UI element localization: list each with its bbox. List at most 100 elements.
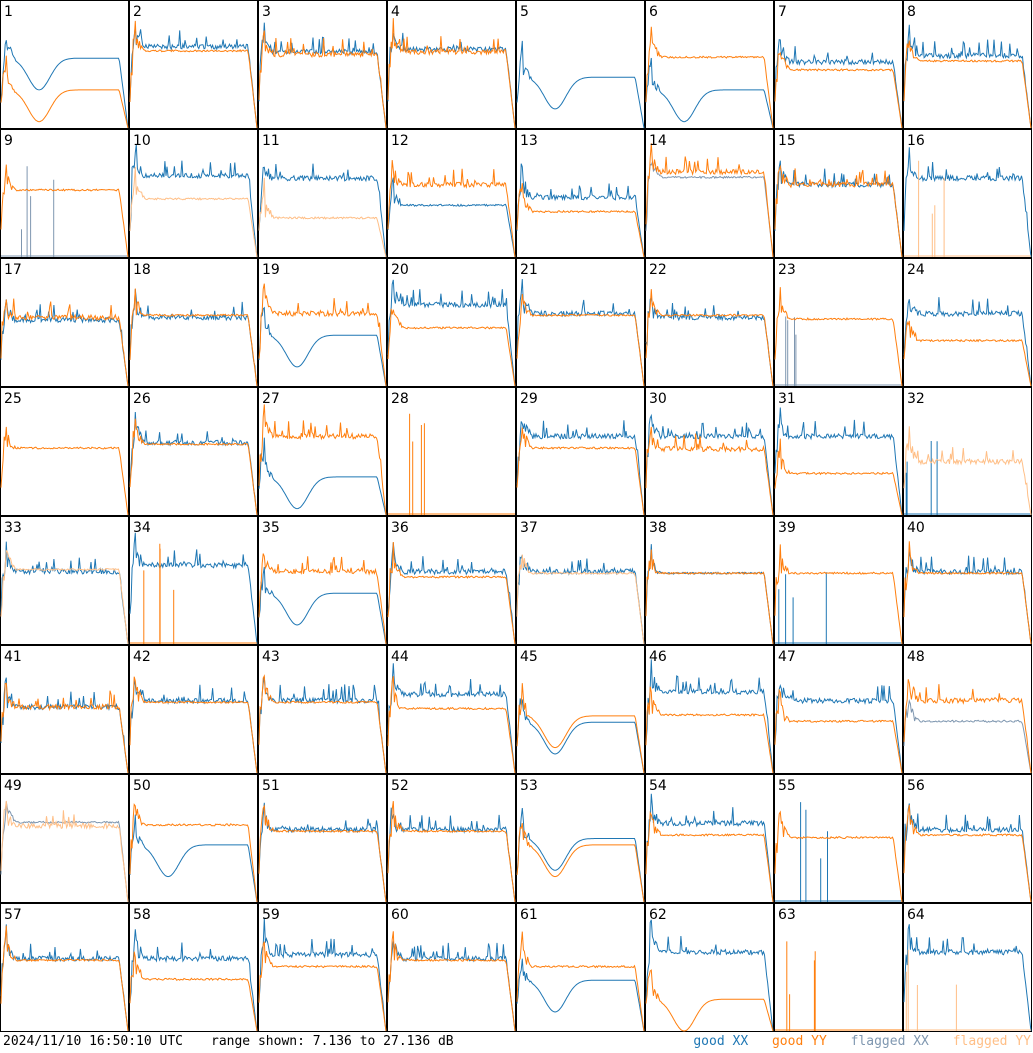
panel-frame	[645, 129, 774, 258]
antenna-panel-10: 10	[129, 129, 258, 258]
antenna-panel-30: 30	[645, 387, 774, 516]
antenna-panel-55: 55	[774, 774, 903, 903]
series-xx-26	[129, 411, 258, 516]
panel-frame	[129, 774, 258, 903]
panel-frame	[0, 387, 129, 516]
antenna-label: 24	[907, 262, 925, 278]
antenna-label: 34	[133, 520, 151, 536]
panel-frame	[903, 258, 1032, 387]
antenna-label: 14	[649, 133, 667, 149]
series-xx-30	[645, 413, 774, 516]
series-yy-34	[130, 543, 257, 644]
antenna-panel-22: 22	[645, 258, 774, 387]
series-xx-12	[387, 177, 516, 258]
panel-frame	[645, 258, 774, 387]
series-yy-22	[645, 289, 774, 387]
antenna-label: 63	[778, 907, 796, 923]
series-xx-29	[516, 420, 645, 516]
series-xx-43	[258, 676, 387, 774]
panel-frame	[645, 774, 774, 903]
antenna-panel-20: 20	[387, 258, 516, 387]
series-yy-24	[903, 320, 1032, 387]
antenna-panel-35: 35	[258, 516, 387, 645]
antenna-panel-8: 8	[903, 0, 1032, 129]
panel-frame	[774, 0, 903, 129]
antenna-panel-29: 29	[516, 387, 645, 516]
antenna-label: 43	[262, 649, 280, 665]
antenna-label: 41	[4, 649, 22, 665]
antenna-label: 13	[520, 133, 538, 149]
antenna-panel-42: 42	[129, 645, 258, 774]
antenna-panel-38: 38	[645, 516, 774, 645]
series-xx-10	[129, 144, 258, 258]
antenna-panel-43: 43	[258, 645, 387, 774]
antenna-label: 4	[391, 4, 400, 20]
panel-frame	[387, 774, 516, 903]
legend: good XX good YY flagged XX flagged YY	[677, 1034, 1031, 1049]
antenna-label: 40	[907, 520, 925, 536]
antenna-label: 2	[133, 4, 142, 20]
series-xx-52	[387, 807, 516, 903]
series-yy-9	[0, 164, 129, 258]
series-xx-32	[904, 441, 1031, 515]
series-yy-10	[129, 166, 258, 258]
antenna-panel-59: 59	[258, 903, 387, 1032]
panel-frame	[387, 258, 516, 387]
series-yy-58	[129, 951, 258, 1032]
panel-frame	[0, 774, 129, 903]
antenna-label: 57	[4, 907, 22, 923]
panel-frame	[903, 129, 1032, 258]
antenna-panel-49: 49	[0, 774, 129, 903]
antenna-label: 16	[907, 133, 925, 149]
series-xx-62	[645, 919, 774, 1032]
antenna-panel-12: 12	[387, 129, 516, 258]
series-xx-19	[258, 306, 387, 387]
antenna-label: 32	[907, 391, 925, 407]
series-yy-38	[645, 549, 774, 645]
antenna-label: 29	[520, 391, 538, 407]
antenna-panel-62: 62	[645, 903, 774, 1032]
series-xx-31	[774, 407, 903, 516]
series-yy-32	[903, 426, 1032, 516]
series-xx-8	[903, 24, 1032, 129]
legend-good-xx: good XX	[693, 1034, 749, 1049]
panel-frame	[774, 516, 903, 645]
antenna-label: 59	[262, 907, 280, 923]
antenna-panel-46: 46	[645, 645, 774, 774]
series-yy-6	[645, 26, 774, 129]
series-xx-14	[645, 161, 774, 258]
series-xx-2	[129, 26, 258, 129]
antenna-panel-23: 23	[774, 258, 903, 387]
antenna-panel-32: 32	[903, 387, 1032, 516]
antenna-panel-25: 25	[0, 387, 129, 516]
series-yy-48	[903, 679, 1032, 774]
series-xx-56	[903, 803, 1032, 903]
antenna-panel-50: 50	[129, 774, 258, 903]
series-yy-13	[516, 183, 645, 258]
antenna-label: 49	[4, 778, 22, 794]
series-yy-1	[0, 55, 129, 129]
antenna-label: 48	[907, 649, 925, 665]
series-xx-7	[774, 38, 903, 129]
panel-frame	[774, 903, 903, 1032]
antenna-label: 21	[520, 262, 538, 278]
series-xx-21	[516, 279, 645, 387]
series-xx-60	[387, 941, 516, 1032]
series-yy-60	[387, 931, 516, 1032]
series-yy-30	[645, 426, 774, 516]
panel-frame	[774, 645, 903, 774]
series-xx-55	[775, 802, 902, 902]
series-xx-53	[516, 808, 645, 903]
antenna-panel-44: 44	[387, 645, 516, 774]
antenna-panel-19: 19	[258, 258, 387, 387]
panel-frame	[0, 516, 129, 645]
series-xx-48	[903, 698, 1032, 774]
antenna-label: 31	[778, 391, 796, 407]
series-yy-14	[645, 143, 774, 258]
antenna-panel-47: 47	[774, 645, 903, 774]
panel-frame	[129, 903, 258, 1032]
series-xx-35	[258, 566, 387, 645]
antenna-panel-15: 15	[774, 129, 903, 258]
antenna-label: 3	[262, 4, 271, 20]
